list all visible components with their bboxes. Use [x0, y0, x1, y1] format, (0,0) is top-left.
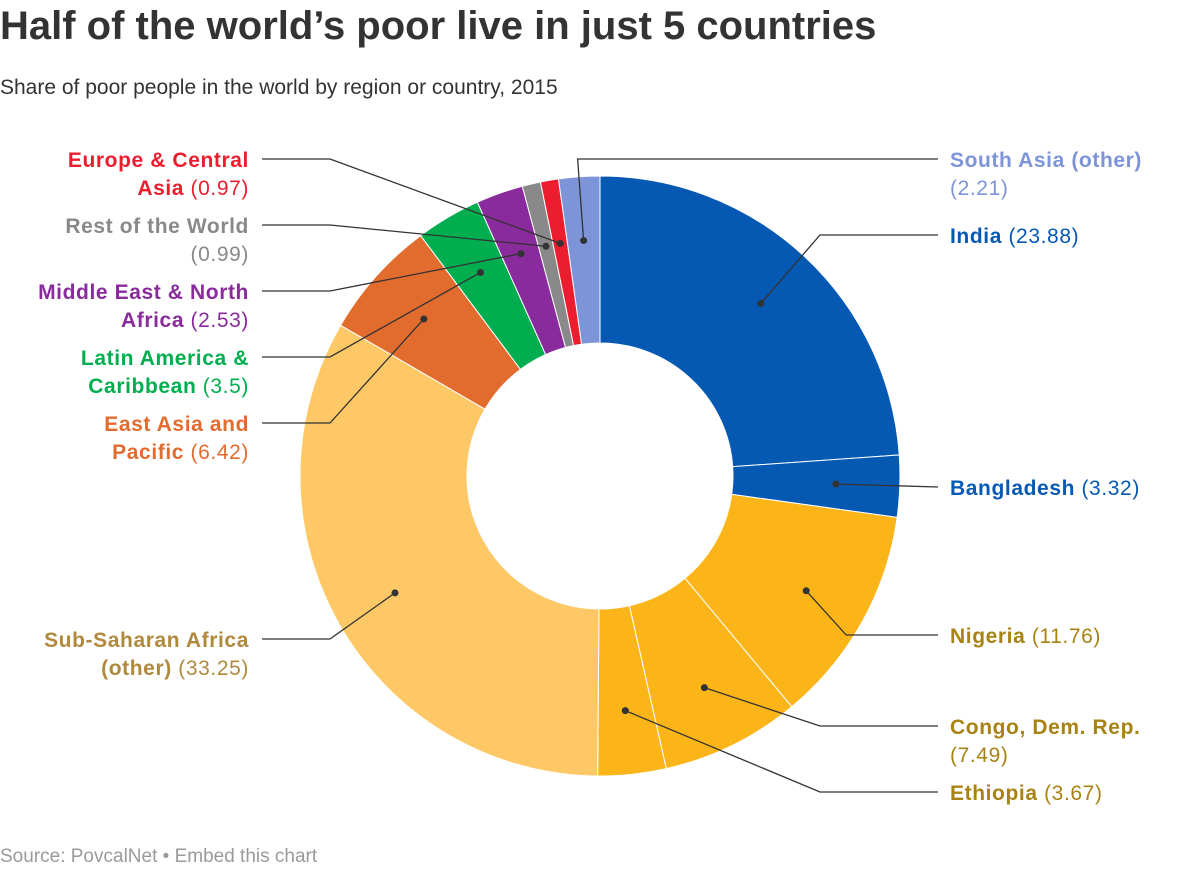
leader-line-latin-america-caribbean: [262, 271, 481, 358]
chart-subtitle: Share of poor people in the world by reg…: [0, 76, 558, 99]
label-middle-east-north-africa: Middle East & North Africa (2.53): [38, 281, 249, 332]
leader-line-ethiopia: [625, 710, 938, 793]
leader-dot-middle-east-north-africa: [517, 250, 525, 258]
leader-line-bangladesh: [835, 483, 939, 488]
label-rest-of-the-world: Rest of the World (0.99): [65, 215, 249, 266]
leader-dot-south-asia-other: [580, 237, 588, 245]
leader-line-middle-east-north-africa: [262, 252, 522, 292]
leader-dot-latin-america-caribbean: [476, 268, 484, 276]
slice-south-asia-other: [557, 175, 601, 345]
leader-line-europe-central-asia: [262, 158, 561, 244]
leader-line-congo-dem-rep: [704, 687, 938, 727]
label-europe-central-asia: Europe & Central Asia (0.97): [68, 149, 249, 200]
leader-line-rest-of-the-world: [262, 224, 547, 247]
label-nigeria: Nigeria (11.76): [950, 625, 1101, 648]
label-latin-america-caribbean: Latin America & Caribbean (3.5): [81, 347, 249, 398]
slice-sub-saharan-africa-other: [299, 324, 600, 777]
label-bangladesh: Bangladesh (3.32): [950, 477, 1140, 500]
leader-line-india: [760, 234, 938, 304]
footer: Source: PovcalNet • Embed this chart: [0, 846, 317, 868]
label-east-asia-and-pacific: East Asia and Pacific (6.42): [104, 413, 249, 464]
source-note: Source: PovcalNet: [0, 846, 158, 867]
leader-line-sub-saharan-africa-other: [262, 592, 396, 640]
leader-dot-nigeria: [802, 587, 810, 595]
label-ethiopia: Ethiopia (3.67): [950, 782, 1103, 805]
embed-link[interactable]: Embed this chart: [174, 846, 318, 867]
label-congo-dem-rep: Congo, Dem. Rep. (7.49): [950, 716, 1140, 767]
slice-labels: India (23.88) Bangladesh (3.32) Nigeria (1…: [38, 149, 1142, 805]
slice-nigeria: [684, 493, 898, 708]
leader-dot-bangladesh: [832, 480, 840, 488]
leader-dot-congo-dem-rep: [700, 684, 708, 692]
leader-line-south-asia-other: [576, 158, 938, 241]
leader-dot-ethiopia: [621, 707, 629, 715]
donut-slices: [299, 175, 901, 777]
leader-dot-india: [757, 299, 765, 307]
label-india: India (23.88): [950, 225, 1079, 248]
slice-india: [599, 175, 900, 468]
leader-dot-east-asia-and-pacific: [420, 315, 428, 323]
chart-title: Half of the world’s poor live in just 5 …: [0, 4, 877, 48]
leader-dot-europe-central-asia: [556, 239, 564, 247]
leader-dot-sub-saharan-africa-other: [391, 589, 399, 597]
leader-line-nigeria: [805, 590, 938, 636]
label-sub-saharan-africa-other: Sub-Saharan Africa (other) (33.25): [44, 629, 249, 680]
footer-separator: •: [157, 846, 175, 867]
label-south-asia-other: South Asia (other) (2.21): [950, 149, 1142, 200]
leader-line-east-asia-and-pacific: [262, 318, 425, 424]
leader-lines: [262, 158, 939, 793]
leader-dot-rest-of-the-world: [542, 242, 550, 250]
